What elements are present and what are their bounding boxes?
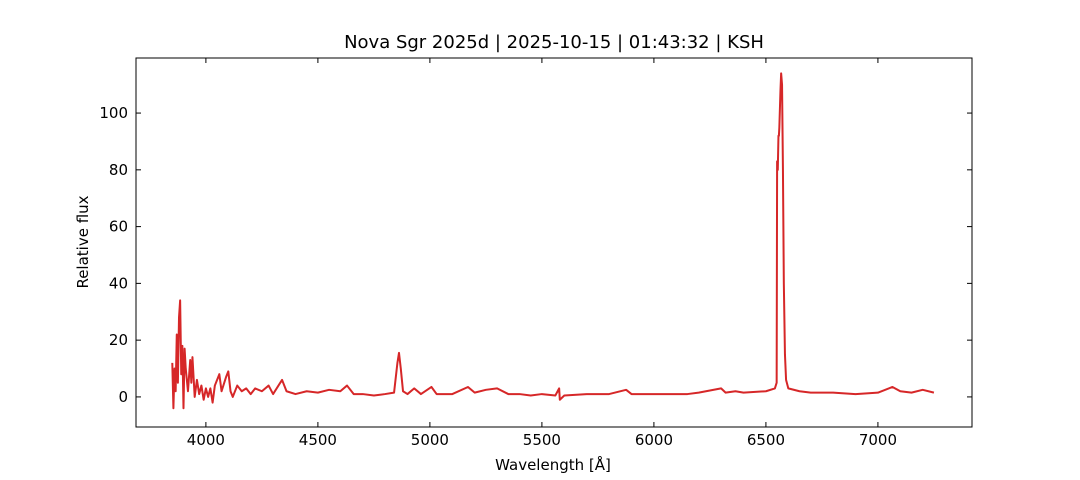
y-tick-label: 60 [109, 218, 128, 236]
x-tick-label: 5500 [523, 431, 561, 449]
x-tick-label: 7000 [859, 431, 897, 449]
y-tick-label: 80 [109, 161, 128, 179]
y-tick-label: 40 [109, 274, 128, 292]
x-axis-label: Wavelength [Å] [495, 455, 611, 474]
plot-frame [135, 57, 973, 428]
spectrum-line [171, 72, 935, 410]
x-tick-label: 5000 [411, 431, 449, 449]
x-tick-label: 6000 [635, 431, 673, 449]
y-axis-label: Relative flux [74, 195, 92, 288]
y-tick-label: 20 [109, 331, 128, 349]
y-tick-label: 0 [118, 388, 128, 406]
x-tick-label: 4500 [299, 431, 337, 449]
x-tick-label: 6500 [747, 431, 785, 449]
y-tick-label: 100 [99, 104, 128, 122]
chart-title: Nova Sgr 2025d | 2025-10-15 | 01:43:32 |… [344, 32, 764, 53]
x-tick-label: 4000 [187, 431, 225, 449]
